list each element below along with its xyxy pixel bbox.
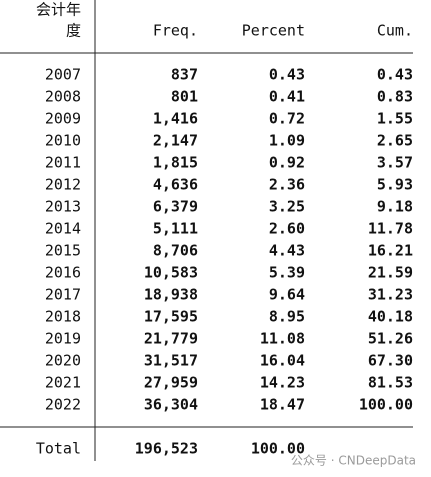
row-label: 2021 [45,374,81,392]
cell: 4,636 [153,176,198,194]
cell: 9.64 [269,286,305,304]
cell: 81.53 [368,374,413,392]
column-header: Freq. [153,22,198,40]
cell: 1.09 [269,132,305,150]
cell: 67.30 [368,352,413,370]
row-label: 2019 [45,330,81,348]
cell: 6,379 [153,198,198,216]
cell: 17,595 [144,308,198,326]
cell: 1.55 [377,110,413,128]
header-label: 度 [66,22,81,40]
cell: 18.47 [260,396,305,414]
row-label: 2007 [45,66,81,84]
total-cell: 100.00 [251,440,305,458]
cell: 21.59 [368,264,413,282]
cell: 0.92 [269,154,305,172]
cell: 3.57 [377,154,413,172]
cell: 16.21 [368,242,413,260]
cell: 801 [171,88,198,106]
cell: 11.08 [260,330,305,348]
row-label: 2014 [45,220,81,238]
cell: 8,706 [153,242,198,260]
cell: 2,147 [153,132,198,150]
row-label: 2011 [45,154,81,172]
cell: 31,517 [144,352,198,370]
cell: 9.18 [377,198,413,216]
cell: 0.83 [377,88,413,106]
cell: 14.23 [260,374,305,392]
row-label: 2015 [45,242,81,260]
column-header: Percent [242,22,305,40]
cell: 40.18 [368,308,413,326]
cell: 837 [171,66,198,84]
cell: 0.43 [269,66,305,84]
row-label: 2012 [45,176,81,194]
row-label: 2008 [45,88,81,106]
row-label: 2022 [45,396,81,414]
cell: 0.43 [377,66,413,84]
cell: 51.26 [368,330,413,348]
cell: 10,583 [144,264,198,282]
cell: 5.39 [269,264,305,282]
row-label: 2020 [45,352,81,370]
cell: 27,959 [144,374,198,392]
total-cell: 196,523 [135,440,198,458]
header-label: 会计年 [36,1,81,19]
cell: 16.04 [260,352,305,370]
column-header: Cum. [377,22,413,40]
row-label: 2013 [45,198,81,216]
total-label: Total [36,440,81,458]
cell: 4.43 [269,242,305,260]
cell: 21,779 [144,330,198,348]
cell: 2.65 [377,132,413,150]
cell: 2.36 [269,176,305,194]
cell: 100.00 [359,396,413,414]
cell: 1,416 [153,110,198,128]
cell: 11.78 [368,220,413,238]
cell: 5.93 [377,176,413,194]
row-label: 2016 [45,264,81,282]
watermark: 公众号 · CNDeepData [291,454,416,468]
cell: 5,111 [153,220,198,238]
row-label: 2017 [45,286,81,304]
row-label: 2010 [45,132,81,150]
cell: 36,304 [144,396,198,414]
row-label: 2009 [45,110,81,128]
cell: 31.23 [368,286,413,304]
cell: 8.95 [269,308,305,326]
cell: 18,938 [144,286,198,304]
row-label: 2018 [45,308,81,326]
cell: 0.41 [269,88,305,106]
cell: 3.25 [269,198,305,216]
cell: 2.60 [269,220,305,238]
cell: 0.72 [269,110,305,128]
cell: 1,815 [153,154,198,172]
